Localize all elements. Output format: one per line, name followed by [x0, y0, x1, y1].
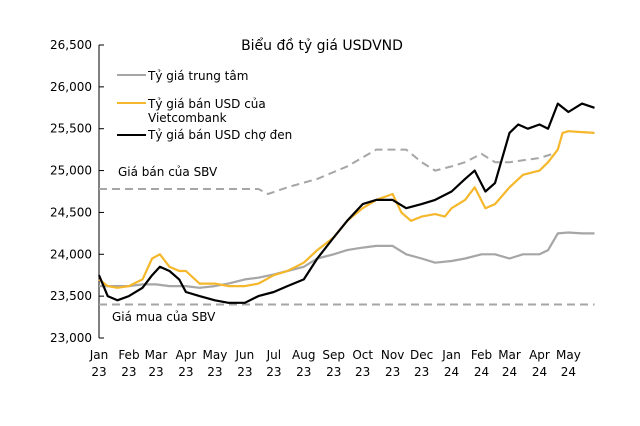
annotation-sbv-sell: Giá bán của SBV — [118, 165, 218, 179]
x-tick-label-year: 24 — [532, 365, 547, 379]
x-tick-label-year: 23 — [207, 365, 222, 379]
x-tick-label-month: Oct — [352, 348, 373, 362]
x-tick-label-month: Dec — [410, 348, 433, 362]
x-tick-label-month: May — [203, 348, 228, 362]
x-tick-label-month: Apr — [176, 348, 197, 362]
series-lines — [97, 102, 595, 306]
x-tick-label-month: Feb — [471, 348, 492, 362]
y-tick-label: 24,500 — [50, 205, 92, 219]
y-tick-label: 24,000 — [50, 247, 92, 261]
x-tick-label-year: 24 — [502, 365, 517, 379]
x-tick-label-year: 24 — [561, 365, 576, 379]
y-tick-label: 25,500 — [50, 122, 92, 136]
series-line-3 — [99, 148, 554, 195]
x-tick-label-month: Nov — [381, 348, 404, 362]
x-tick-label-month: Aug — [292, 348, 315, 362]
y-tick-label: 23,000 — [50, 331, 92, 345]
x-tick-label-month: Jun — [234, 348, 254, 362]
y-tick-label: 25,000 — [50, 164, 92, 178]
x-tick-label-year: 23 — [91, 365, 106, 379]
y-tick-label: 26,500 — [50, 38, 92, 52]
series-line-1 — [98, 130, 595, 289]
x-tick-label-year: 23 — [385, 365, 400, 379]
x-tick-label-month: Sep — [322, 348, 345, 362]
series-line-2 — [97, 102, 595, 304]
x-tick-label-month: Jan — [89, 348, 109, 362]
annotation-sbv-buy: Giá mua của SBV — [112, 310, 216, 324]
x-tick-label-year: 23 — [266, 365, 281, 379]
legend-label-vietcombank: Tỷ giá bán USD của — [147, 97, 266, 111]
x-tick-label-month: Mar — [498, 348, 521, 362]
x-tick-label-month: Feb — [118, 348, 139, 362]
x-tick-label-year: 23 — [237, 365, 252, 379]
x-tick-label-year: 24 — [444, 365, 459, 379]
x-tick-label-year: 23 — [178, 365, 193, 379]
x-tick-label-year: 23 — [326, 365, 341, 379]
x-tick-label-month: May — [556, 348, 581, 362]
x-tick-label-year: 23 — [296, 365, 311, 379]
chart-title: Biểu đồ tỷ giá USDVND — [241, 37, 403, 54]
x-tick-label-year: 23 — [121, 365, 136, 379]
y-tick-label: 26,000 — [50, 80, 92, 94]
axes: 23,000 23,500 24,000 24,500 25,000 25,500 26,0… — [50, 38, 581, 379]
legend-label-vietcombank-2: Vietcombank — [148, 111, 227, 125]
x-tick-label-year: 23 — [355, 365, 370, 379]
legend-label-black-market: Tỷ giá bán USD chợ đen — [147, 128, 292, 142]
x-tick-label-month: Apr — [529, 348, 550, 362]
x-tick-label-year: 23 — [148, 365, 163, 379]
x-tick-label-month: Mar — [145, 348, 168, 362]
legend-label-central: Tỷ giá trung tâm — [147, 69, 248, 83]
x-tick-label-month: Jul — [266, 348, 281, 362]
series-line-0 — [99, 231, 595, 289]
x-tick-label-year: 24 — [474, 365, 489, 379]
legend: Tỷ giá trung tâm Tỷ giá bán USD của Viet… — [117, 69, 292, 142]
y-tick-label: 23,500 — [50, 289, 92, 303]
x-tick-label-month: Jan — [441, 348, 461, 362]
x-tick-label-year: 23 — [414, 365, 429, 379]
